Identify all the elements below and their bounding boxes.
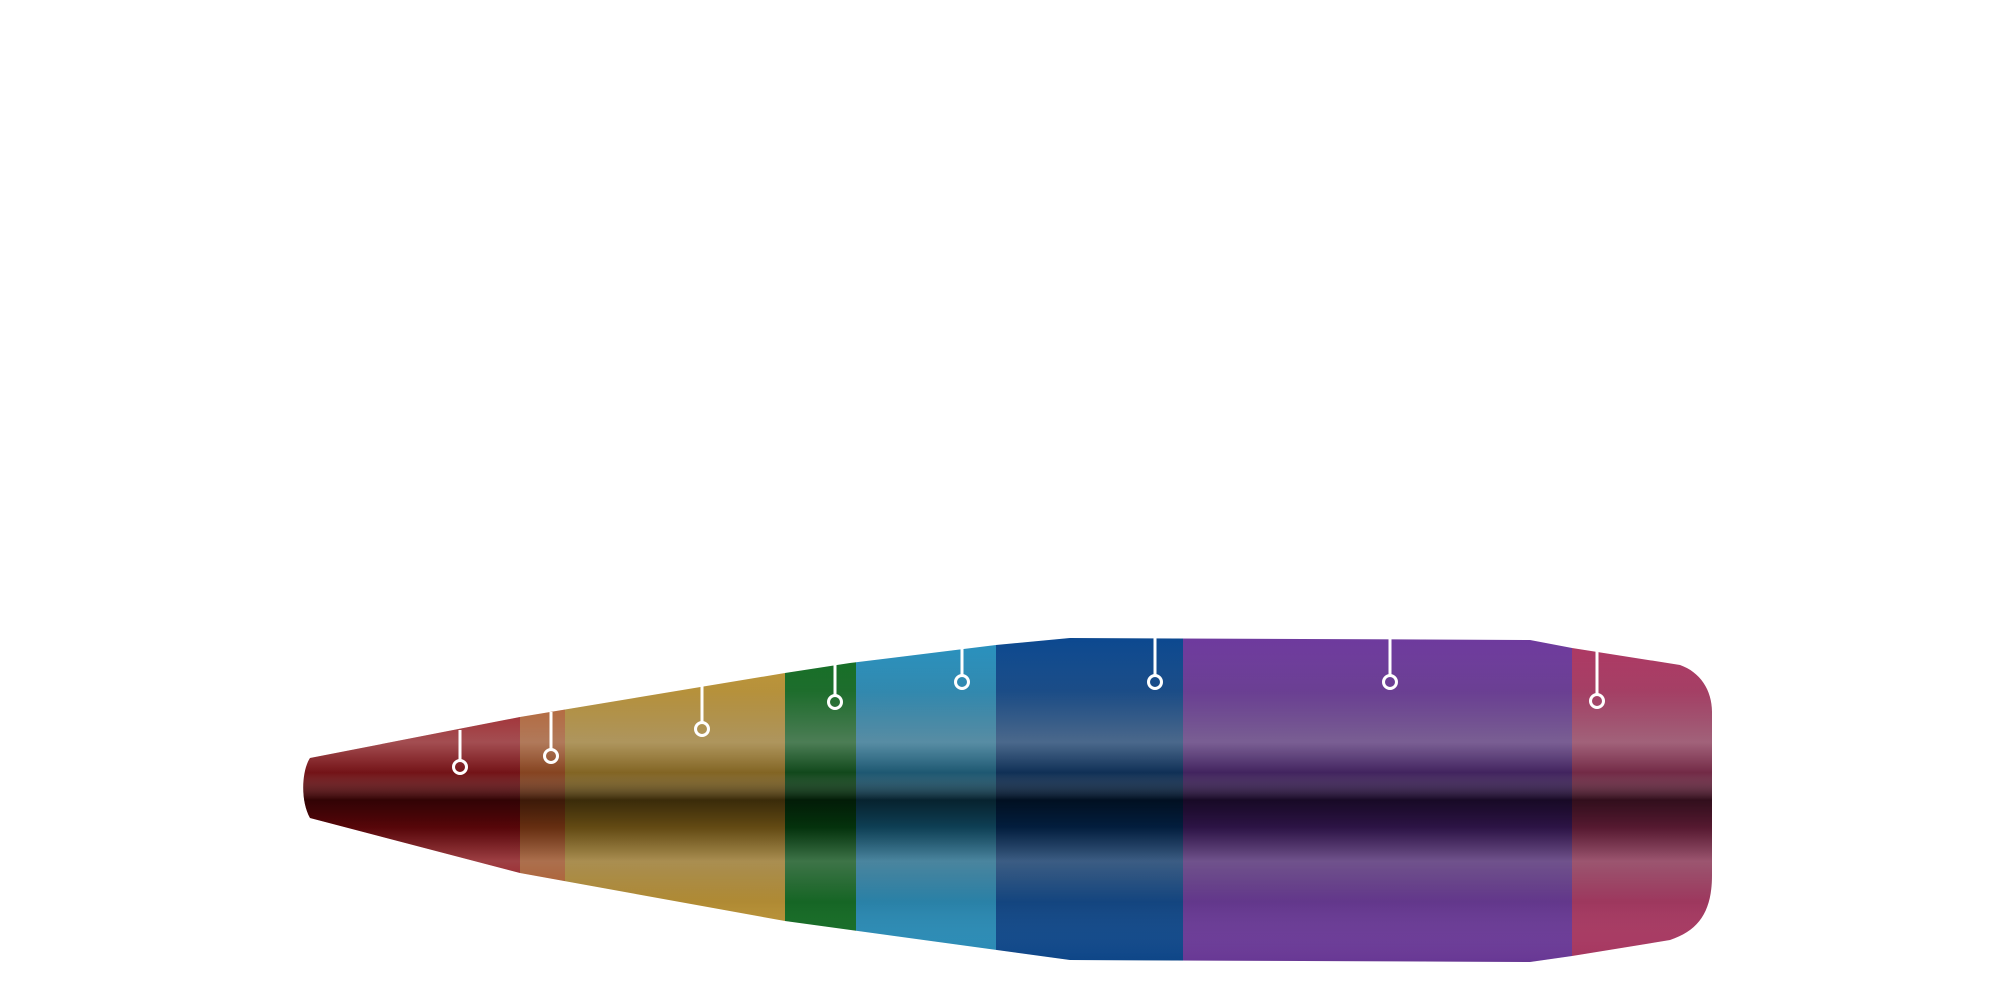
marker-ring-icon[interactable]	[954, 674, 970, 690]
marker-ogive[interactable]	[694, 686, 710, 737]
marker-bearing-surface[interactable]	[1382, 636, 1398, 690]
marker-boat-tail[interactable]	[1589, 650, 1605, 709]
marker-ogive-ring[interactable]	[827, 665, 843, 710]
section-markers	[452, 636, 1605, 775]
marker-ring-icon[interactable]	[694, 721, 710, 737]
marker-ring-icon[interactable]	[1382, 674, 1398, 690]
marker-tip[interactable]	[452, 730, 468, 775]
marker-ring-icon[interactable]	[827, 694, 843, 710]
metallic-sheen	[303, 638, 1713, 962]
marker-shoulder[interactable]	[1147, 636, 1163, 690]
marker-ring-icon[interactable]	[543, 748, 559, 764]
marker-ring-icon[interactable]	[1147, 674, 1163, 690]
marker-tip-transition[interactable]	[543, 712, 559, 764]
marker-forward-ogive[interactable]	[954, 648, 970, 690]
marker-ring-icon[interactable]	[1589, 693, 1605, 709]
marker-ring-icon[interactable]	[452, 759, 468, 775]
